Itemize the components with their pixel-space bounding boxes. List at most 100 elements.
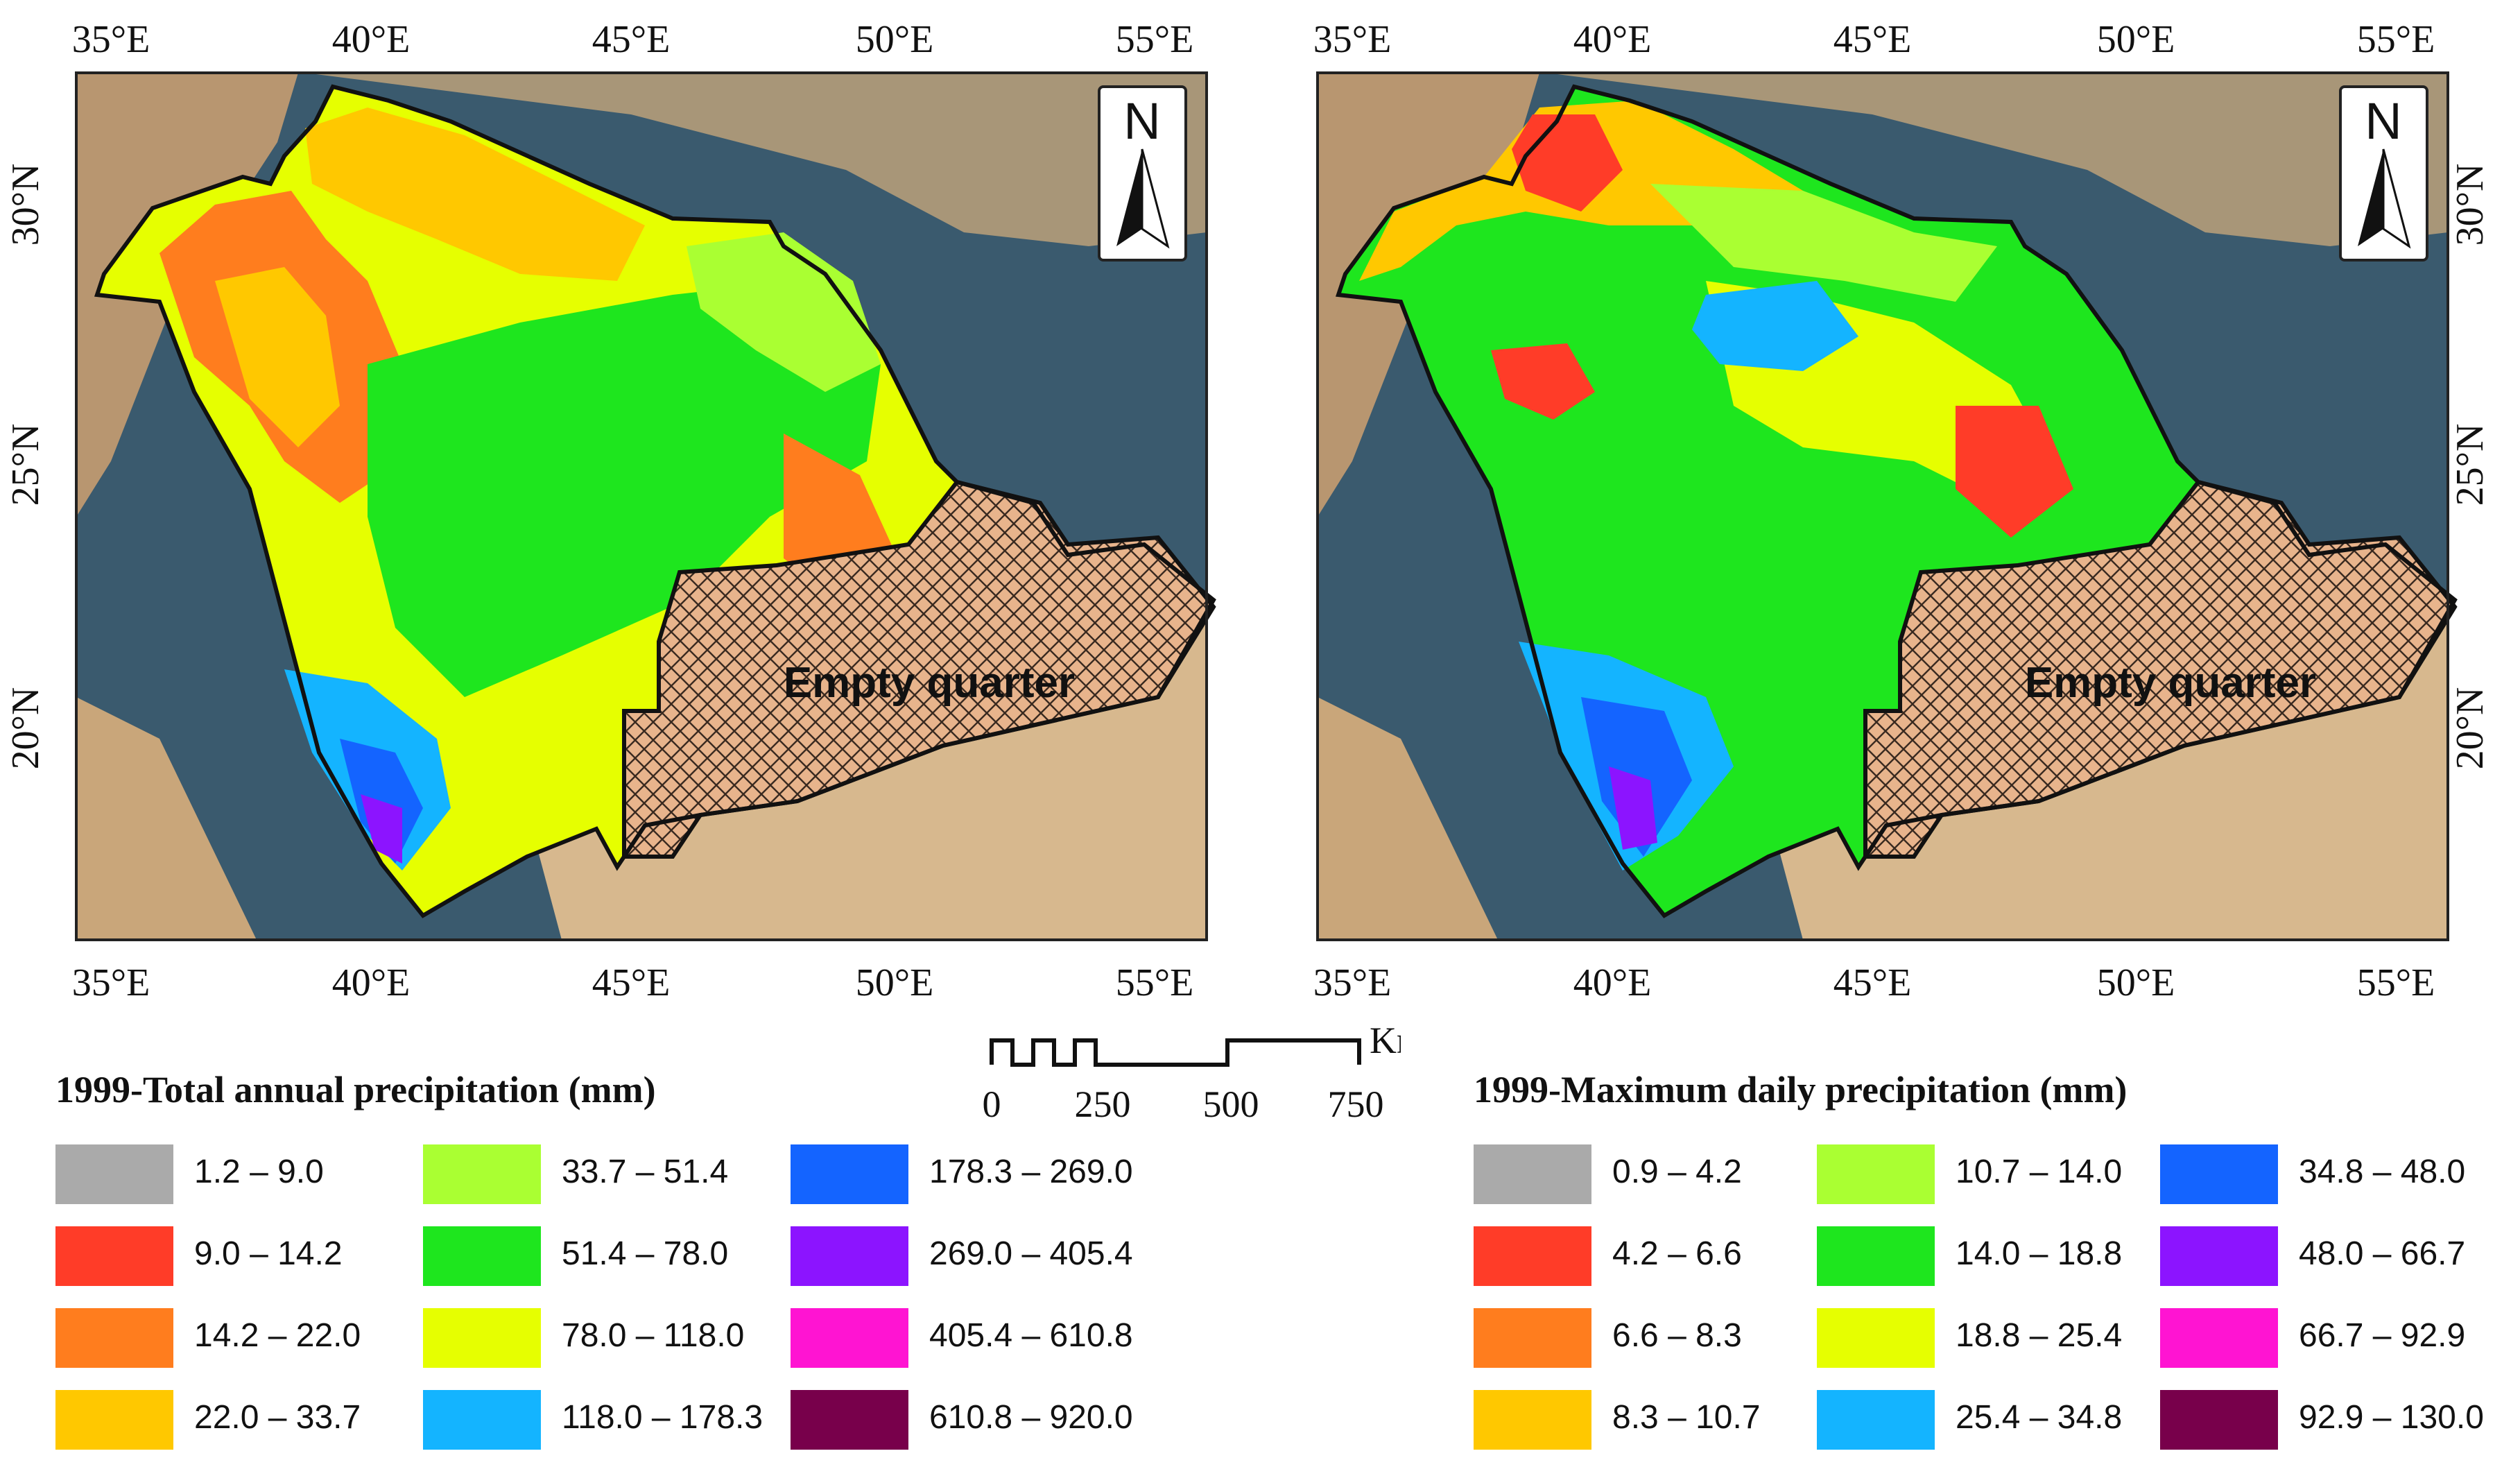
legend-label: 6.6 – 8.3 (1612, 1317, 1742, 1354)
legend-label: 22.0 – 33.7 (194, 1399, 361, 1436)
legend-label: 10.7 – 14.0 (1956, 1153, 2123, 1190)
legend-label: 118.0 – 178.3 (562, 1399, 763, 1436)
legend-label: 18.8 – 25.4 (1956, 1317, 2123, 1354)
scale-bar-label: 500 (1203, 1083, 1259, 1125)
legend-label: 33.7 – 51.4 (562, 1153, 729, 1190)
scale-bar: Km 0 250 500 750 (971, 1020, 1426, 1138)
lat-tick-right: 20°N (2449, 687, 2492, 770)
legend-swatch (1817, 1390, 1935, 1450)
legend-swatch (55, 1144, 173, 1204)
lon-tick-bottom: 40°E (332, 961, 411, 1004)
legend-swatch (423, 1226, 541, 1286)
map-frame (75, 71, 1208, 941)
scale-bar-label: 750 (1328, 1083, 1384, 1125)
basemap-land-africa-south (76, 697, 257, 940)
legend-swatch (791, 1390, 908, 1450)
legend-swatch (55, 1390, 173, 1450)
region-lightgreen-east (687, 232, 881, 392)
lat-tick-left: 30°N (4, 164, 47, 246)
bottom-lon-ticks: 35°E 40°E 45°E 50°E 55°E (1313, 961, 2435, 1004)
lon-tick-bottom: 45°E (592, 961, 671, 1004)
lat-tick-right: 30°N (2449, 164, 2492, 246)
lon-tick-top: 45°E (1833, 18, 1912, 61)
lon-tick-bottom: 55°E (1116, 961, 1194, 1004)
legend-label: 48.0 – 66.7 (2299, 1235, 2466, 1272)
legend-label: 78.0 – 118.0 (562, 1317, 745, 1354)
north-arrow: N (2339, 85, 2428, 261)
saudi-outline (1335, 84, 2458, 918)
scale-bar-label: 0 (983, 1083, 1001, 1125)
right-lat-ticks: 30°N 25°N 20°N (2449, 164, 2492, 770)
legend-label: 51.4 – 78.0 (562, 1235, 729, 1272)
lon-tick-top: 40°E (1573, 18, 1652, 61)
legend-swatch (2160, 1308, 2278, 1368)
lon-tick-bottom: 55°E (2357, 961, 2435, 1004)
empty-quarter-label: Empty quarter (784, 659, 1075, 707)
lon-tick-top: 40°E (332, 18, 411, 61)
lat-tick-right: 25°N (2449, 424, 2492, 506)
lon-tick-bottom: 40°E (1573, 961, 1652, 1004)
legend-swatch (2160, 1144, 2278, 1204)
left-lat-ticks: 30°N 25°N 20°N (4, 164, 47, 770)
legend-label: 9.0 – 14.2 (194, 1235, 343, 1272)
legend-swatch (55, 1226, 173, 1286)
total-precipitation-map: Empty quarter N 35°E 40°E 45°E 50°E 55°E… (0, 0, 1234, 1027)
legend-swatch (423, 1390, 541, 1450)
region-blue-central (1692, 281, 1858, 371)
scale-bar-svg: Km 0 250 500 750 (983, 1020, 1426, 1125)
total-map-svg: Empty quarter N 35°E 40°E 45°E 50°E 55°E… (4, 18, 1216, 1004)
legend-swatch (1817, 1226, 1935, 1286)
legend-swatch (1474, 1144, 1591, 1204)
legend-swatch (1474, 1390, 1591, 1450)
legend-swatch (791, 1226, 908, 1286)
region-purple-southwest (1609, 766, 1657, 850)
empty-quarter (1863, 479, 2458, 859)
legend-label: 610.8 – 920.0 (929, 1399, 1133, 1436)
lon-tick-top: 50°E (856, 18, 934, 61)
north-arrow-icon (2358, 149, 2383, 246)
region-lightgreen-north (1650, 184, 1997, 302)
legend-label: 34.8 – 48.0 (2299, 1153, 2466, 1190)
legend-swatch (55, 1308, 173, 1368)
lon-tick-top: 45°E (592, 18, 671, 61)
legend-label: 178.3 – 269.0 (929, 1153, 1133, 1190)
lon-tick-top: 55°E (1116, 18, 1194, 61)
legend-swatch (423, 1308, 541, 1368)
basemap-land-africa-south (1318, 697, 1498, 940)
lon-tick-bottom: 50°E (2097, 961, 2175, 1004)
region-yellow-west (215, 267, 340, 447)
legend-label: 14.0 – 18.8 (1956, 1235, 2123, 1272)
legend-label: 25.4 – 34.8 (1956, 1399, 2123, 1436)
north-arrow-icon-right (1141, 148, 1170, 249)
saudi-outline (94, 84, 1216, 918)
north-arrow-icon-right (2382, 148, 2411, 249)
scale-bar-line (990, 1038, 1361, 1067)
region-red-west (1491, 343, 1595, 420)
legend-label: 405.4 – 610.8 (929, 1317, 1133, 1354)
legend-label: 14.2 – 22.0 (194, 1317, 361, 1354)
legend-swatch (2160, 1226, 2278, 1286)
legend-label: 1.2 – 9.0 (194, 1153, 324, 1190)
scale-bar-unit: Km (1370, 1027, 1401, 1061)
north-arrow: N (1098, 85, 1187, 261)
lon-tick-bottom: 45°E (1833, 961, 1912, 1004)
legend-swatch (1474, 1226, 1591, 1286)
legend-swatch (791, 1308, 908, 1368)
north-arrow-letter: N (2365, 92, 2401, 150)
region-yellow-north (305, 108, 645, 281)
legend-label: 269.0 – 405.4 (929, 1235, 1133, 1272)
lon-tick-bottom: 35°E (1313, 961, 1392, 1004)
map-frame (1316, 71, 2449, 941)
legend-swatch (1817, 1144, 1935, 1204)
lon-tick-bottom: 35°E (72, 961, 150, 1004)
lon-tick-bottom: 50°E (856, 961, 934, 1004)
lat-tick-left: 20°N (4, 687, 47, 770)
lon-tick-top: 35°E (72, 18, 150, 61)
legend-label: 0.9 – 4.2 (1612, 1153, 1742, 1190)
legend-swatch (2160, 1390, 2278, 1450)
basemap-land-north (1546, 73, 2448, 246)
bottom-lon-ticks: 35°E 40°E 45°E 50°E 55°E (72, 961, 1194, 1004)
region-red-central-east (1956, 406, 2073, 538)
legend-swatch (1817, 1308, 1935, 1368)
top-lon-ticks: 35°E 40°E 45°E 50°E 55°E (1313, 18, 2435, 61)
